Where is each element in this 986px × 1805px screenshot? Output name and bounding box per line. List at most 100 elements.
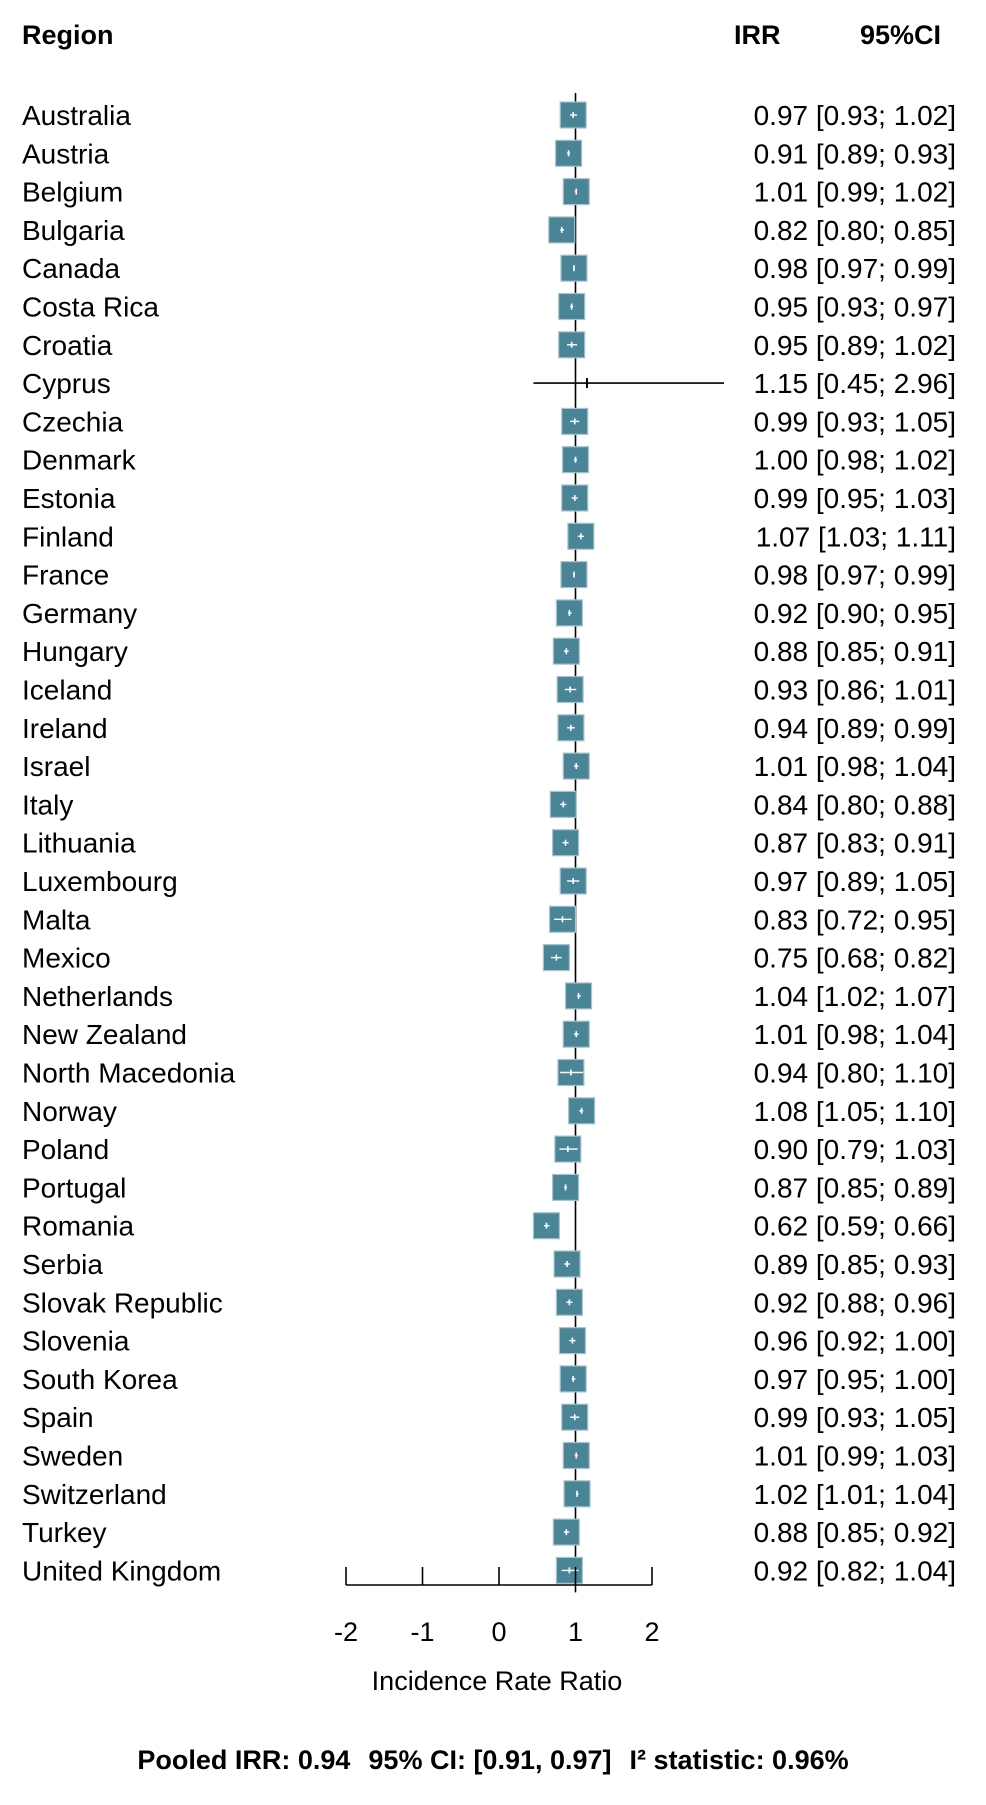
estimate-square xyxy=(568,1097,596,1125)
forest-row: Portugal 0.87 [0.85; 0.89] xyxy=(22,1172,956,1203)
row-region-label: Belgium xyxy=(22,177,123,208)
column-header-irr: IRR xyxy=(734,20,781,50)
forest-row: Sweden 1.01 [0.99; 1.03] xyxy=(22,1441,956,1472)
row-irr-ci-text: 1.15 [0.45; 2.96] xyxy=(754,368,956,399)
forest-row: Czechia 0.99 [0.93; 1.05] xyxy=(22,406,956,437)
row-region-label: Iceland xyxy=(22,675,112,706)
forest-row: Canada 0.98 [0.97; 0.99] xyxy=(22,253,956,284)
row-irr-ci-text: 0.98 [0.97; 0.99] xyxy=(754,253,956,284)
forest-row: Spain 0.99 [0.93; 1.05] xyxy=(22,1402,956,1433)
row-irr-ci-text: 0.98 [0.97; 0.99] xyxy=(754,560,956,591)
estimate-square xyxy=(561,407,589,435)
forest-row: North Macedonia 0.94 [0.80; 1.10] xyxy=(22,1058,956,1089)
row-irr-ci-text: 0.95 [0.93; 0.97] xyxy=(754,292,956,323)
row-region-label: Austria xyxy=(22,138,110,169)
row-region-label: South Korea xyxy=(22,1364,178,1395)
forest-row: France 0.98 [0.97; 0.99] xyxy=(22,560,956,591)
row-region-label: Malta xyxy=(22,904,91,935)
x-axis-label: Incidence Rate Ratio xyxy=(372,1666,623,1696)
row-irr-ci-text: 0.99 [0.95; 1.03] xyxy=(754,483,956,514)
forest-row: Luxembourg 0.97 [0.89; 1.05] xyxy=(22,866,956,897)
forest-row: Ireland 0.94 [0.89; 0.99] xyxy=(22,713,956,744)
pooled-irr: Pooled IRR: 0.94 xyxy=(137,1745,351,1775)
row-irr-ci-text: 0.96 [0.92; 1.00] xyxy=(754,1326,956,1357)
row-region-label: United Kingdom xyxy=(22,1555,221,1586)
row-irr-ci-text: 0.97 [0.93; 1.02] xyxy=(754,100,956,131)
row-region-label: Luxembourg xyxy=(22,866,178,897)
forest-row: South Korea 0.97 [0.95; 1.00] xyxy=(22,1364,956,1395)
forest-row: Slovak Republic 0.92 [0.88; 0.96] xyxy=(22,1287,956,1318)
forest-row: Romania 0.62 [0.59; 0.66] xyxy=(22,1211,956,1242)
row-region-label: Spain xyxy=(22,1402,94,1433)
x-axis-tick-label: 0 xyxy=(491,1617,506,1647)
row-irr-ci-text: 0.62 [0.59; 0.66] xyxy=(754,1211,956,1242)
x-axis-tick-label: -2 xyxy=(334,1617,358,1647)
estimate-square xyxy=(561,484,589,512)
row-region-label: Ireland xyxy=(22,713,108,744)
row-irr-ci-text: 0.95 [0.89; 1.02] xyxy=(754,330,956,361)
row-irr-ci-text: 1.01 [0.98; 1.04] xyxy=(754,1019,956,1050)
row-irr-ci-text: 0.89 [0.85; 0.93] xyxy=(754,1249,956,1280)
row-region-label: Italy xyxy=(22,789,73,820)
forest-row: Turkey 0.88 [0.85; 0.92] xyxy=(22,1517,956,1548)
row-region-label: Romania xyxy=(22,1211,134,1242)
row-irr-ci-text: 1.08 [1.05; 1.10] xyxy=(754,1096,956,1127)
row-region-label: Serbia xyxy=(22,1249,103,1280)
forest-row: Italy 0.84 [0.80; 0.88] xyxy=(22,789,956,820)
forest-row: Norway 1.08 [1.05; 1.10] xyxy=(22,1096,956,1127)
row-region-label: Canada xyxy=(22,253,121,284)
forest-row: United Kingdom 0.92 [0.82; 1.04] xyxy=(22,1555,956,1586)
row-region-label: Slovenia xyxy=(22,1326,130,1357)
row-region-label: North Macedonia xyxy=(22,1058,236,1089)
row-region-label: New Zealand xyxy=(22,1019,187,1050)
forest-row: Switzerland 1.02 [1.01; 1.04] xyxy=(22,1479,956,1510)
row-irr-ci-text: 1.00 [0.98; 1.02] xyxy=(754,445,956,476)
forest-row: Belgium 1.01 [0.99; 1.02] xyxy=(22,177,956,208)
forest-rows: Australia 0.97 [0.93; 1.02] Austria 0.91 [0… xyxy=(22,93,956,1593)
row-region-label: Slovak Republic xyxy=(22,1287,223,1318)
row-irr-ci-text: 1.01 [0.98; 1.04] xyxy=(754,751,956,782)
forest-row: Cyprus 1.15 [0.45; 2.96] xyxy=(22,368,956,399)
forest-plot: Australia 0.97 [0.93; 1.02] Austria 0.91 [0… xyxy=(22,93,956,1696)
row-region-label: Netherlands xyxy=(22,981,173,1012)
forest-row: Slovenia 0.96 [0.92; 1.00] xyxy=(22,1326,956,1357)
forest-row: Croatia 0.95 [0.89; 1.02] xyxy=(22,330,956,361)
row-region-label: Germany xyxy=(22,598,137,629)
row-irr-ci-text: 0.92 [0.82; 1.04] xyxy=(754,1555,956,1586)
forest-row: Denmark 1.00 [0.98; 1.02] xyxy=(22,445,956,476)
row-irr-ci-text: 0.99 [0.93; 1.05] xyxy=(754,406,956,437)
forest-row: Hungary 0.88 [0.85; 0.91] xyxy=(22,636,956,667)
x-axis-tick-label: 2 xyxy=(644,1617,659,1647)
row-irr-ci-text: 0.87 [0.85; 0.89] xyxy=(754,1172,956,1203)
row-irr-ci-text: 0.88 [0.85; 0.91] xyxy=(754,636,956,667)
row-irr-ci-text: 0.92 [0.90; 0.95] xyxy=(754,598,956,629)
row-irr-ci-text: 0.93 [0.86; 1.01] xyxy=(754,675,956,706)
pooled-ci: 95% CI: [0.91, 0.97] xyxy=(368,1745,612,1775)
row-irr-ci-text: 0.75 [0.68; 0.82] xyxy=(754,943,956,974)
row-region-label: Israel xyxy=(22,751,90,782)
row-irr-ci-text: 0.99 [0.93; 1.05] xyxy=(754,1402,956,1433)
row-region-label: France xyxy=(22,560,109,591)
forest-row: Netherlands 1.04 [1.02; 1.07] xyxy=(22,981,956,1012)
row-irr-ci-text: 0.94 [0.80; 1.10] xyxy=(754,1058,956,1089)
row-region-label: Hungary xyxy=(22,636,128,667)
row-region-label: Finland xyxy=(22,521,114,552)
forest-row: Malta 0.83 [0.72; 0.95] xyxy=(22,904,956,935)
forest-row: Germany 0.92 [0.90; 0.95] xyxy=(22,598,956,629)
forest-row: Bulgaria 0.82 [0.80; 0.85] xyxy=(22,215,956,246)
row-irr-ci-text: 0.83 [0.72; 0.95] xyxy=(754,904,956,935)
forest-row: Israel 1.01 [0.98; 1.04] xyxy=(22,751,956,782)
row-region-label: Denmark xyxy=(22,445,137,476)
row-region-label: Sweden xyxy=(22,1441,123,1472)
row-irr-ci-text: 1.02 [1.01; 1.04] xyxy=(754,1479,956,1510)
pooled-summary: Pooled IRR: 0.94 95% CI: [0.91, 0.97] I² s… xyxy=(0,1745,986,1776)
row-region-label: Australia xyxy=(22,100,131,131)
x-axis-tick-label: -1 xyxy=(410,1617,434,1647)
row-irr-ci-text: 0.82 [0.80; 0.85] xyxy=(754,215,956,246)
estimate-square xyxy=(559,1365,587,1393)
row-region-label: Cyprus xyxy=(22,368,111,399)
row-region-label: Croatia xyxy=(22,330,113,361)
row-irr-ci-text: 0.88 [0.85; 0.92] xyxy=(754,1517,956,1548)
row-irr-ci-text: 0.97 [0.95; 1.00] xyxy=(754,1364,956,1395)
row-region-label: Bulgaria xyxy=(22,215,125,246)
